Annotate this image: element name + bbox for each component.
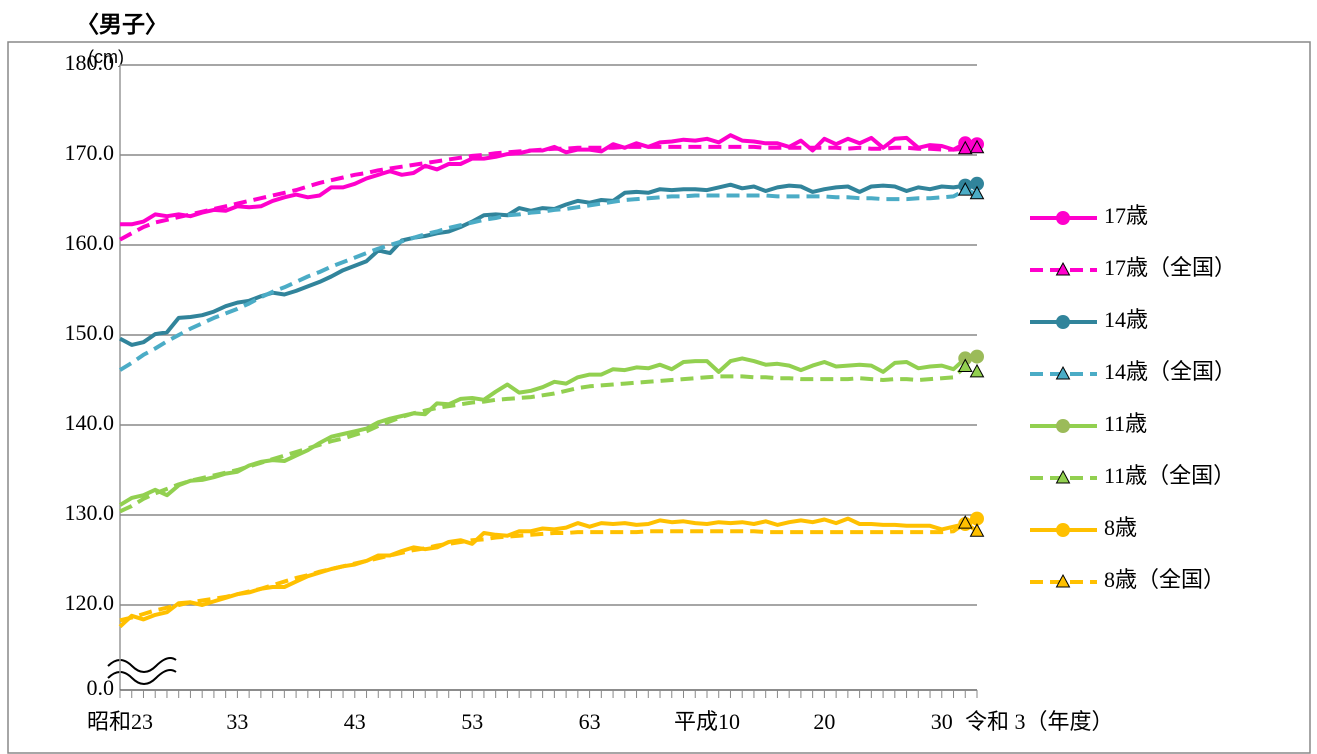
y-tick-label: 180.0: [65, 50, 115, 75]
y-tick-label: 140.0: [65, 410, 115, 435]
y-tick-label: 160.0: [65, 230, 115, 255]
legend-label: 14歳（全国）: [1104, 359, 1236, 384]
series-line: [119, 144, 978, 242]
legend-marker: [1055, 365, 1071, 380]
legend-label: 17歳: [1104, 203, 1148, 228]
legend-marker: [1056, 315, 1070, 329]
point-marker: [969, 185, 985, 200]
y-tick-label: 130.0: [65, 500, 115, 525]
legend-marker: [1056, 523, 1070, 537]
legend-marker: [1056, 211, 1070, 225]
point-marker: [958, 351, 973, 366]
legend-label: 8歳: [1104, 515, 1137, 540]
point-marker: [957, 140, 973, 155]
legend-marker: [1055, 261, 1071, 276]
point-marker: [957, 182, 973, 196]
point-marker: [969, 139, 985, 154]
y-axis-unit: (cm): [88, 47, 124, 67]
y-tick-label: 120.0: [65, 590, 115, 615]
x-tick-label: 30: [931, 709, 953, 734]
x-tick-label: 20: [813, 709, 835, 734]
point-marker: [957, 358, 973, 372]
point-marker: [970, 349, 984, 364]
chart-frame: [7, 41, 1311, 754]
x-tick-label: 令和 3（年度）: [965, 709, 1114, 734]
legend-label: 11歳: [1104, 411, 1147, 436]
x-tick-label: 昭和23: [87, 709, 153, 734]
legend-label: 14歳: [1104, 307, 1148, 332]
x-tick-label: 63: [579, 709, 601, 734]
legend-marker: [1055, 573, 1071, 588]
legend-label: 11歳（全国）: [1104, 463, 1235, 488]
x-tick-label: 平成10: [674, 709, 740, 734]
legend-label: 17歳（全国）: [1104, 255, 1236, 280]
point-marker: [969, 363, 985, 378]
x-tick-label: 43: [344, 709, 366, 734]
point-marker: [970, 176, 984, 191]
point-marker: [969, 523, 985, 537]
series-line: [119, 364, 978, 514]
point-marker: [957, 515, 973, 529]
chart-title: 〈男子〉: [76, 11, 168, 37]
legend-label: 8歳（全国）: [1104, 567, 1225, 592]
point-marker: [970, 511, 984, 526]
y-tick-label: 0.0: [87, 675, 115, 700]
series-line: [119, 521, 979, 623]
legend-marker: [1055, 469, 1071, 484]
y-tick-label: 150.0: [65, 320, 115, 345]
x-tick-label: 53: [461, 709, 483, 734]
legend-marker: [1056, 419, 1070, 433]
x-tick-label: 33: [226, 709, 248, 734]
series-line: [118, 188, 978, 372]
y-tick-label: 170.0: [65, 140, 115, 165]
